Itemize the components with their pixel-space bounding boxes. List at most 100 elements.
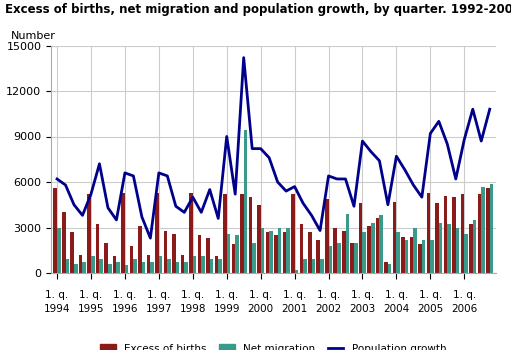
Bar [266,232,269,273]
Bar [464,233,468,273]
Bar [138,226,142,273]
Bar [337,243,340,273]
Bar [312,259,315,273]
Bar [172,233,176,273]
Bar [201,256,205,273]
Bar [261,228,264,273]
Bar [155,193,159,273]
Text: 2001: 2001 [282,303,308,314]
Bar [393,202,397,273]
Text: 1. q.: 1. q. [147,290,171,300]
Bar [210,259,213,273]
Bar [277,228,281,273]
Text: 1994: 1994 [44,303,71,314]
Text: Excess of births, net migration and population growth, by quarter. 1992-2006: Excess of births, net migration and popu… [5,4,511,16]
Bar [82,262,86,273]
Bar [79,255,82,273]
Bar [422,240,426,273]
Bar [359,203,362,273]
Bar [308,232,312,273]
Bar [74,264,78,273]
Bar [240,194,244,273]
Bar [486,188,490,273]
Text: 1. q.: 1. q. [215,290,238,300]
Bar [244,131,247,273]
Bar [71,232,74,273]
Text: 1. q.: 1. q. [351,290,374,300]
Bar [235,235,239,273]
Bar [117,262,120,273]
Bar [444,196,447,273]
Bar [121,193,125,273]
Bar [439,223,443,273]
Text: 1. q.: 1. q. [79,290,103,300]
Text: 1. q.: 1. q. [419,290,442,300]
Text: 1996: 1996 [112,303,138,314]
Bar [257,205,261,273]
Bar [456,228,459,273]
Text: 2003: 2003 [350,303,376,314]
Text: 2006: 2006 [451,303,477,314]
Text: Number: Number [11,31,56,41]
Bar [100,259,103,273]
Bar [410,237,413,273]
Bar [231,244,235,273]
Bar [490,183,493,273]
Bar [176,262,179,273]
Bar [367,226,371,273]
Bar [405,240,408,273]
Bar [413,228,417,273]
Text: 1998: 1998 [179,303,206,314]
Bar [354,243,358,273]
Bar [249,197,252,273]
Text: 1. q.: 1. q. [317,290,340,300]
Bar [193,256,196,273]
Bar [57,228,61,273]
Bar [351,243,354,273]
Text: 1997: 1997 [146,303,172,314]
Bar [435,203,439,273]
Bar [345,214,349,273]
Bar [91,256,95,273]
Bar [481,187,485,273]
Bar [167,259,171,273]
Bar [283,232,286,273]
Bar [159,256,162,273]
Bar [198,235,201,273]
Bar [113,256,117,273]
Bar [299,224,303,273]
Bar [325,199,329,273]
Text: 1999: 1999 [214,303,240,314]
Bar [252,243,256,273]
Bar [54,188,57,273]
Bar [87,194,91,273]
Bar [380,215,383,273]
Bar [108,264,111,273]
Bar [473,220,476,273]
Bar [419,244,422,273]
Bar [388,264,391,273]
Bar [189,193,193,273]
Bar [334,228,337,273]
Bar [376,218,380,273]
Bar [130,246,133,273]
Bar [227,233,230,273]
Bar [461,194,464,273]
Bar [125,265,128,273]
Text: 2000: 2000 [248,303,274,314]
Bar [303,259,307,273]
Bar [218,259,222,273]
Bar [362,232,366,273]
Bar [320,259,323,273]
Text: 2002: 2002 [315,303,342,314]
Text: 2005: 2005 [417,303,444,314]
Bar [150,262,154,273]
Bar [478,194,481,273]
Bar [181,255,184,273]
Legend: Excess of births, Net migration, Population growth: Excess of births, Net migration, Populat… [100,344,447,350]
Bar [223,194,227,273]
Text: 1. q.: 1. q. [181,290,204,300]
Bar [291,194,295,273]
Text: 1. q.: 1. q. [113,290,136,300]
Bar [397,232,400,273]
